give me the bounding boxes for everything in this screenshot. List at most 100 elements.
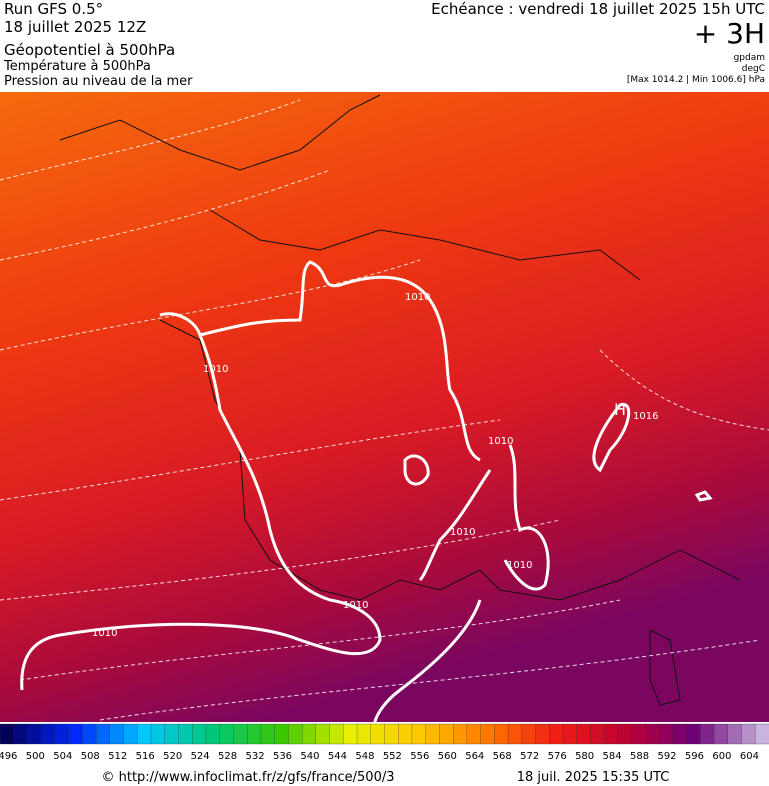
- colorbar-label: 584: [603, 751, 622, 762]
- colorbar-cell: [645, 723, 660, 745]
- colorbar-label: 564: [465, 751, 484, 762]
- forecast-time: Echéance : vendredi 18 juillet 2025 15h …: [431, 0, 765, 18]
- run-title: Run GFS 0.5°: [4, 0, 103, 18]
- colorbar-cell: [727, 723, 743, 745]
- colorbar-cell: [41, 723, 56, 745]
- colorbar-cell: [521, 723, 537, 745]
- colorbar-cell: [82, 723, 97, 745]
- colorbar-label: 596: [685, 751, 704, 762]
- colorbar-cell: [617, 723, 633, 745]
- colorbar-label: 552: [383, 751, 402, 762]
- colorbar-label: 600: [712, 751, 731, 762]
- source-url: © http://www.infoclimat.fr/z/gfs/france/…: [101, 770, 394, 785]
- colorbar-label: 568: [493, 751, 512, 762]
- coastline: [59, 94, 741, 706]
- unit-gpdam: gpdam: [734, 53, 765, 63]
- colorbar-cell: [549, 723, 564, 745]
- colorbar-label: 508: [81, 751, 100, 762]
- colorbar-cell: [0, 723, 15, 745]
- colorbar-cell: [672, 723, 688, 745]
- map-field: [0, 92, 769, 722]
- colorbar-label: 512: [108, 751, 127, 762]
- colorbar-cell: [658, 723, 674, 745]
- colorbar-cell: [535, 723, 550, 745]
- colorbar-cell: [741, 723, 756, 745]
- colorbar-label: 524: [191, 751, 210, 762]
- colorbar-label: 536: [273, 751, 292, 762]
- colorbar-label: 592: [657, 751, 676, 762]
- colorbar-cell: [192, 723, 207, 745]
- lead-time: + 3H: [694, 17, 765, 50]
- colorbar-cell: [425, 723, 441, 745]
- colorbar-cell: [54, 723, 70, 745]
- colorbar-label: 572: [520, 751, 539, 762]
- colorbar-cell: [13, 723, 29, 745]
- colorbar-cell: [288, 723, 303, 745]
- colorbar-cell: [480, 723, 496, 745]
- field-geopotential: Géopotentiel à 500hPa: [4, 41, 175, 59]
- colorbar-cell: [27, 723, 42, 745]
- colorbar-cell: [274, 723, 290, 745]
- colorbar-cell: [398, 723, 413, 745]
- colorbar-cell: [631, 723, 647, 745]
- colorbar-cell: [700, 723, 715, 745]
- colorbar-cell: [576, 723, 592, 745]
- run-date: 18 juillet 2025 12Z: [4, 18, 146, 36]
- colorbar-label: 532: [245, 751, 264, 762]
- colorbar-label: 560: [438, 751, 457, 762]
- isobar-label: 1010: [450, 527, 475, 538]
- colorbar-cell: [370, 723, 386, 745]
- timestamp: 18 juil. 2025 15:35 UTC: [517, 770, 670, 785]
- colorbar-cell: [247, 723, 262, 745]
- isobar-label: 1010: [203, 364, 228, 375]
- colorbar-label: 528: [218, 751, 237, 762]
- colorbar-cell: [494, 723, 509, 745]
- colorbar-cell: [123, 723, 138, 745]
- isobar-label: 1010: [92, 628, 117, 639]
- colorbar-cell: [562, 723, 578, 745]
- colorbar-cell: [453, 723, 468, 745]
- colorbar-label: 588: [630, 751, 649, 762]
- colorbar-cell: [150, 723, 166, 745]
- colorbar-cell: [466, 723, 482, 745]
- colorbar-cell: [315, 723, 331, 745]
- colorbar-cell: [109, 723, 125, 745]
- colorbar-cell: [713, 723, 729, 745]
- field-pressure: Pression au niveau de la mer: [4, 74, 193, 89]
- colorbar-label: 504: [53, 751, 72, 762]
- colorbar-label: 520: [163, 751, 182, 762]
- colorbar-label: 548: [355, 751, 374, 762]
- unit-degc: degC: [742, 64, 765, 74]
- colorbar-label: 500: [26, 751, 45, 762]
- isobar: [20, 260, 713, 723]
- colorbar-label: 604: [740, 751, 759, 762]
- colorbar-cell: [439, 723, 454, 745]
- pressure-range: [Max 1014.2 | Min 1006.6] hPa: [627, 75, 765, 85]
- colorbar-cell: [755, 723, 769, 745]
- colorbar-cell: [343, 723, 358, 745]
- field-temperature: Température à 500hPa: [3, 59, 151, 74]
- colorbar-cell: [356, 723, 372, 745]
- isobar-label: 1010: [405, 292, 430, 303]
- colorbar-cell: [260, 723, 276, 745]
- colorbar-cell: [507, 723, 523, 745]
- isobar-label: 1016: [633, 411, 658, 422]
- colorbar-cell: [137, 723, 152, 745]
- colorbar-label: 540: [300, 751, 319, 762]
- map: 1010 1010 1010 1010 1010 1010 1010 1016 …: [0, 92, 769, 723]
- colorbar-cell: [301, 723, 317, 745]
- isobar-label: 1010: [507, 560, 532, 571]
- isobar-label: 1010: [488, 436, 513, 447]
- colorbar-cell: [329, 723, 344, 745]
- colorbar-cell: [686, 723, 701, 745]
- colorbar-cell: [219, 723, 235, 745]
- colorbar-cell: [411, 723, 427, 745]
- colorbar-label: 544: [328, 751, 347, 762]
- colorbar-cell: [604, 723, 619, 745]
- colorbar-cell: [205, 723, 221, 745]
- colorbar-cell: [384, 723, 399, 745]
- colorbar: 496 500 504 508 512 516 520 524 528 532 536 540 544 5…: [0, 723, 769, 762]
- colorbar-label: 580: [575, 751, 594, 762]
